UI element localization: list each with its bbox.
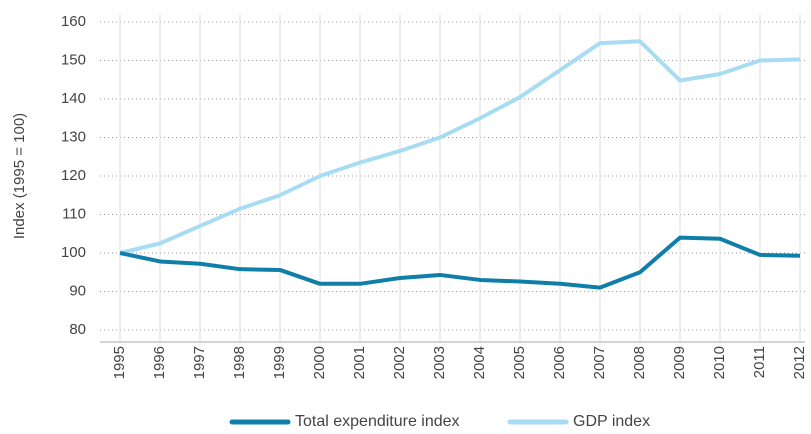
x-tick-label: 1995 xyxy=(111,346,128,379)
x-tick-label: 2012 xyxy=(791,346,808,379)
x-tick-label: 2011 xyxy=(751,346,768,378)
x-tick-label: 2003 xyxy=(431,346,448,379)
line-series xyxy=(119,235,801,290)
y-tick-label: 110 xyxy=(62,205,86,222)
y-tick-label: 160 xyxy=(61,13,86,30)
x-tick-label: 1999 xyxy=(271,346,288,379)
legend-label: Total expenditure index xyxy=(295,413,460,430)
y-tick-label: 120 xyxy=(61,167,86,184)
y-axis-label: Index (1995 = 100) xyxy=(11,113,28,239)
y-tick-label: 140 xyxy=(61,90,86,107)
x-tick-label: 1996 xyxy=(151,346,168,379)
x-tick-label: 2007 xyxy=(591,346,608,379)
x-tick-label: 2006 xyxy=(551,346,568,379)
y-tick-label: 130 xyxy=(61,128,86,145)
x-tick-label: 1998 xyxy=(231,346,248,379)
y-tick-label: 100 xyxy=(61,244,86,261)
x-tick-label: 2008 xyxy=(631,346,648,379)
y-tick-label: 90 xyxy=(69,282,86,299)
x-tick-label: 2001 xyxy=(351,346,368,379)
x-tick-label: 1997 xyxy=(191,346,208,379)
x-tick-label: 2005 xyxy=(511,346,528,379)
x-tick-label: 2000 xyxy=(311,346,328,379)
x-tick-label: 2004 xyxy=(471,346,488,379)
x-tick-label: 2010 xyxy=(711,346,728,379)
x-tick-label: 2009 xyxy=(671,346,688,379)
y-tick-label: 80 xyxy=(69,321,86,338)
line-series xyxy=(119,39,801,255)
x-tick-label: 2002 xyxy=(391,346,408,379)
legend-label: GDP index xyxy=(573,413,650,430)
y-tick-label: 150 xyxy=(61,51,86,68)
